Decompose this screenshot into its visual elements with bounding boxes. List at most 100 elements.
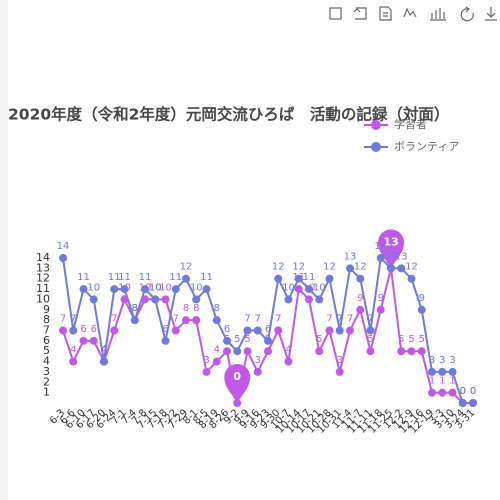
point xyxy=(397,347,406,356)
point xyxy=(110,285,119,294)
data-label: 5 xyxy=(234,334,240,345)
point xyxy=(305,285,313,294)
mark-pin-label: 13 xyxy=(383,235,398,248)
data-label: 6 xyxy=(265,324,271,335)
point xyxy=(59,326,67,335)
point xyxy=(335,326,344,335)
legend-label: ボランティア xyxy=(394,140,459,153)
point xyxy=(448,388,457,397)
data-label: 14 xyxy=(374,241,387,252)
legend-label: 学習者 xyxy=(394,117,427,131)
y-tick-label: 2 xyxy=(43,375,50,388)
data-label: 4 xyxy=(214,345,220,356)
point xyxy=(79,285,88,294)
data-label: 11 xyxy=(139,272,152,283)
y-tick-label: 11 xyxy=(36,282,50,295)
data-label: 7 xyxy=(275,314,281,325)
data-label: 8 xyxy=(183,303,189,314)
data-label: 6 xyxy=(224,324,230,335)
data-label: 3 xyxy=(449,355,455,366)
mark-pin-label: 0 xyxy=(233,370,241,383)
data-label: 0 xyxy=(470,386,476,397)
point xyxy=(264,336,272,345)
data-label: 12 xyxy=(405,262,418,273)
tool-restore[interactable] xyxy=(460,6,474,22)
point xyxy=(407,347,416,356)
y-tick-label: 7 xyxy=(43,324,50,337)
point xyxy=(192,295,201,304)
data-label: 7 xyxy=(70,314,76,325)
data-label: 4 xyxy=(70,345,76,356)
point xyxy=(130,316,139,325)
data-label: 10 xyxy=(149,282,162,293)
tool-line[interactable] xyxy=(403,7,417,18)
data-label: 7 xyxy=(337,314,343,325)
data-label: 6 xyxy=(91,324,97,335)
data-label: 10 xyxy=(149,282,162,293)
point xyxy=(366,347,375,356)
point xyxy=(89,336,98,345)
y-tick-label: 9 xyxy=(43,303,50,316)
point xyxy=(417,347,426,356)
data-label: 12 xyxy=(272,262,285,273)
point xyxy=(346,326,354,335)
data-label: 9 xyxy=(357,293,363,304)
point xyxy=(284,357,293,366)
point xyxy=(346,264,354,273)
point xyxy=(387,264,395,273)
point xyxy=(448,367,457,376)
y-tick-label: 10 xyxy=(36,292,50,305)
point xyxy=(120,285,129,294)
point xyxy=(438,367,447,376)
data-label: 5 xyxy=(419,334,425,345)
point xyxy=(161,336,170,345)
data-label: 9 xyxy=(378,293,384,304)
side-strip xyxy=(0,0,8,500)
point xyxy=(376,305,385,314)
tool-back[interactable] xyxy=(353,7,367,20)
y-tick-label: 8 xyxy=(43,313,50,326)
data-label: 12 xyxy=(354,262,367,273)
point xyxy=(171,285,180,294)
point xyxy=(233,347,242,356)
point xyxy=(264,347,272,356)
data-label: 0 xyxy=(460,386,466,397)
data-label: 7 xyxy=(347,314,353,325)
data-label: 13 xyxy=(344,251,357,262)
tool-zoom[interactable] xyxy=(329,7,342,20)
data-label: 8 xyxy=(132,303,138,314)
data-label: 4 xyxy=(101,345,107,356)
point xyxy=(223,336,231,345)
tool-bar[interactable] xyxy=(430,8,446,21)
point xyxy=(376,254,385,262)
point xyxy=(110,326,119,335)
y-tick-label: 1 xyxy=(43,386,50,399)
data-label: 14 xyxy=(57,241,70,252)
point xyxy=(428,367,436,376)
point xyxy=(141,285,149,294)
point xyxy=(356,305,365,314)
data-label: 10 xyxy=(190,282,203,293)
point xyxy=(253,367,262,376)
data-label: 11 xyxy=(108,272,121,283)
point xyxy=(171,326,180,335)
data-label: 10 xyxy=(87,282,100,293)
data-label: 5 xyxy=(408,334,414,345)
toolbox[interactable] xyxy=(329,6,497,22)
legend-marker xyxy=(371,142,381,152)
data-label: 11 xyxy=(118,272,131,283)
point xyxy=(79,336,88,345)
data-label: 3 xyxy=(429,355,435,366)
data-label: 11 xyxy=(200,272,213,283)
y-tick-label: 5 xyxy=(43,344,50,357)
mark-pin xyxy=(224,364,251,403)
point xyxy=(325,274,334,283)
tool-data[interactable] xyxy=(379,6,392,21)
point xyxy=(325,326,334,335)
point xyxy=(182,316,190,325)
data-label: 7 xyxy=(367,314,373,325)
data-label: 3 xyxy=(255,355,261,366)
point xyxy=(356,274,365,283)
tool-save[interactable] xyxy=(485,7,497,21)
